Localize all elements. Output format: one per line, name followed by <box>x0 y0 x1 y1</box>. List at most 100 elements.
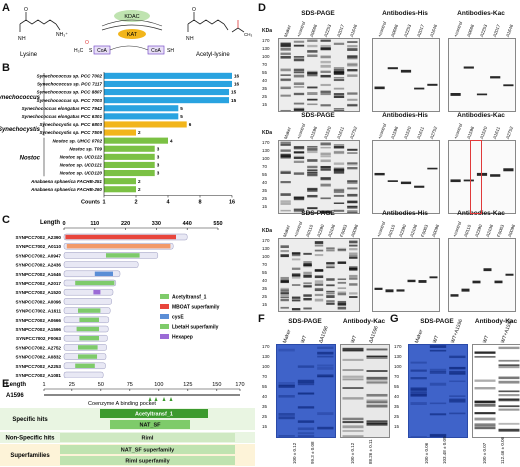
gel-band <box>449 398 466 401</box>
gel-band <box>314 280 324 283</box>
gel-band <box>342 417 364 421</box>
overexpression-blot-panel: SDS-PAGE Antibody-Kac Maker WT WT+A1596 WT WT+… <box>394 318 520 467</box>
gel-band <box>333 194 345 197</box>
gel-band <box>333 146 345 149</box>
lane-label: +control <box>452 20 463 38</box>
count-bar <box>104 145 155 152</box>
domain-block <box>78 345 98 350</box>
his-blot <box>372 238 440 312</box>
coa-left-label: CoA <box>97 48 107 54</box>
marker-label: 25 <box>262 414 268 419</box>
gel-band <box>333 169 345 172</box>
count-bar <box>104 129 136 136</box>
quant-value: 88.26 ± 0.11 <box>368 439 373 464</box>
gel-band <box>317 351 334 355</box>
domain-block <box>79 317 99 322</box>
gel-band <box>303 265 312 268</box>
gel-band <box>320 44 331 47</box>
gel-band <box>280 47 291 51</box>
marker-label: 15 <box>262 302 268 307</box>
gel-band <box>280 74 291 76</box>
gel-band <box>291 276 301 279</box>
gel-band <box>297 432 315 435</box>
lane-label: WT <box>300 334 309 345</box>
panel-label-b: B <box>2 62 10 74</box>
forward-arrow <box>101 24 163 31</box>
lane-label: +control <box>376 122 387 140</box>
gel-band <box>349 274 358 278</box>
gel-band <box>366 356 388 359</box>
lane-label: +control <box>452 122 463 140</box>
gel-band <box>337 293 347 296</box>
gel-band <box>449 355 466 359</box>
lane-label: A2253 <box>479 23 489 38</box>
gel-band <box>347 193 358 197</box>
protein-name: SYNPCC7002_A2390 <box>16 235 62 240</box>
gel-band <box>297 382 315 386</box>
gel-band <box>387 67 398 70</box>
gel-band <box>303 274 312 278</box>
gel-band <box>407 279 416 283</box>
gel-band <box>307 171 318 174</box>
gel-band <box>317 374 334 377</box>
gel-band <box>280 254 289 258</box>
gel-band <box>320 104 331 107</box>
length-tick-label: 550 <box>213 221 222 227</box>
e-tick-label: 75 <box>127 382 133 388</box>
gel-band <box>297 427 315 431</box>
species-label: Nostoc sp. UHCC 0702 <box>52 138 102 143</box>
panel-label-c: C <box>2 214 10 226</box>
protein-bar <box>63 261 139 268</box>
gel-band <box>293 156 305 160</box>
gel-band <box>505 273 514 276</box>
gel-band <box>337 281 347 284</box>
lane-label: A2752 <box>349 125 359 140</box>
gel-band <box>474 427 496 430</box>
coa-transfer-arrow <box>109 45 149 51</box>
gel-band <box>293 40 305 43</box>
gel-title: SDS-PAGE <box>301 112 335 119</box>
gel-bands <box>280 39 358 111</box>
x-axis-label: Counts <box>81 200 100 206</box>
gel-band <box>320 70 331 73</box>
species-label: Anabaena sphaerica FACHB-251 <box>30 179 102 184</box>
marker-label: 70 <box>262 262 268 267</box>
protein-name: SYNPCC7002_A2017 <box>16 281 62 286</box>
gel-band <box>449 412 466 415</box>
x-tick-label: 1 <box>102 200 105 206</box>
gel-band <box>307 74 318 77</box>
kac-title: Antibody-Kac <box>342 318 386 325</box>
e-tick-label: 150 <box>212 382 221 388</box>
gel-band <box>449 395 466 397</box>
gel-band <box>333 110 345 111</box>
count-bar <box>104 137 168 144</box>
gel-band <box>342 349 364 352</box>
gel-band <box>303 294 312 296</box>
gel-band <box>320 55 331 59</box>
lane-label: +control <box>296 20 307 38</box>
lane-label: A2253 <box>403 23 413 38</box>
gel-band <box>349 257 358 259</box>
gel-band <box>366 404 388 408</box>
protein-name: SYNPCC7002_A1596 <box>16 327 62 332</box>
gel-band <box>333 93 345 96</box>
length-tick-label: 330 <box>152 221 161 227</box>
gel-title: Antibodies-His <box>382 210 428 217</box>
gel-band <box>429 402 447 405</box>
gel-band <box>280 292 289 296</box>
marker-label: 35 <box>262 286 268 291</box>
length-tick-label: 220 <box>121 221 130 227</box>
gel-band <box>297 435 315 437</box>
gel-band <box>293 74 305 78</box>
gel-band <box>320 83 331 87</box>
gel-band <box>366 381 388 385</box>
gel-band <box>333 78 345 82</box>
gel-band <box>278 435 295 437</box>
gel-band <box>307 169 318 172</box>
length-axis-title: Length <box>40 220 60 226</box>
gel-band <box>410 361 427 364</box>
kac-blot <box>448 140 516 214</box>
kda-label: KDa <box>262 228 273 234</box>
protein-bar <box>63 288 114 296</box>
gel-bands <box>374 67 438 90</box>
